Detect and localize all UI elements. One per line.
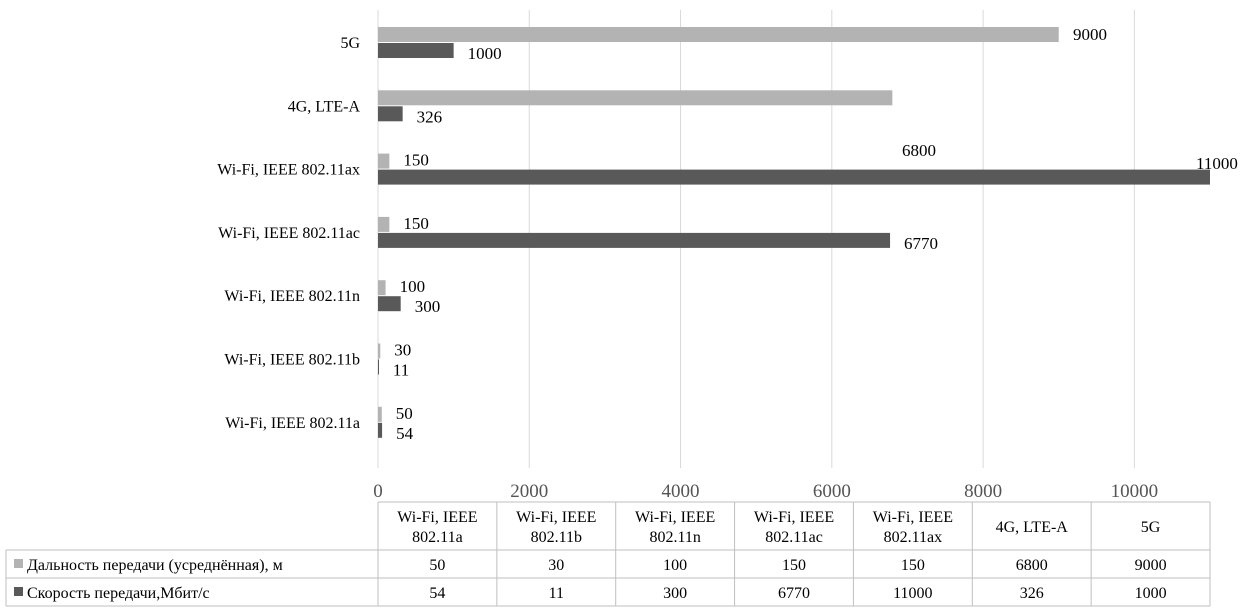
data-label-speed: 11000 — [1196, 154, 1238, 173]
x-tick-label: 10000 — [1111, 481, 1159, 502]
table-cell: 100 — [663, 557, 687, 574]
legend-key — [14, 559, 23, 568]
legend-label: Скорость передачи,Мбит/с — [27, 585, 210, 602]
category-label: Wi-Fi, IEEE 802.11n — [224, 288, 360, 305]
bar-range — [378, 90, 893, 106]
legend-label: Дальность передачи (усреднённая), м — [27, 557, 283, 574]
category-label: Wi-Fi, IEEE 802.11ax — [217, 162, 360, 179]
table-header: Wi-Fi, IEEE — [635, 509, 715, 526]
table-header: 802.11ax — [884, 529, 943, 546]
data-label-range: 150 — [403, 151, 429, 170]
table-header: 802.11n — [649, 529, 700, 546]
bar-speed — [378, 359, 379, 375]
category-label: Wi-Fi, IEEE 802.11ac — [218, 225, 360, 242]
table-cell: 11000 — [893, 585, 932, 602]
x-axis-ticks: 0 2000 4000 6000 8000 10000 — [373, 481, 1158, 502]
x-tick-label: 2000 — [510, 481, 548, 502]
data-label-range: 150 — [403, 214, 429, 233]
table-cell: 54 — [429, 585, 445, 602]
category-label: Wi-Fi, IEEE 802.11a — [225, 415, 360, 432]
data-label-speed: 54 — [396, 424, 414, 443]
data-label-speed: 326 — [417, 107, 443, 126]
table-cell: 300 — [663, 585, 687, 602]
table-cell: 1000 — [1135, 585, 1167, 602]
table-cell: 150 — [782, 557, 806, 574]
data-label-speed: 11 — [393, 361, 409, 380]
legend-key — [14, 587, 23, 596]
bar-range — [378, 27, 1059, 42]
table-header: 802.11b — [531, 529, 582, 546]
data-table: Wi-Fi, IEEE 802.11a Wi-Fi, IEEE 802.11b Wi-F… — [5, 501, 1211, 607]
table-header: 5G — [1141, 519, 1161, 536]
category-label: 4G, LTE-A — [288, 98, 361, 115]
table-cell: 9000 — [1135, 557, 1167, 574]
data-label-speed: 1000 — [468, 44, 502, 63]
bar-speed — [378, 106, 403, 122]
table-cell: 11 — [549, 585, 564, 602]
category-label: 5G — [340, 35, 360, 52]
data-label-range: 6800 — [902, 141, 936, 160]
bars — [378, 27, 1210, 438]
data-label-speed: 6770 — [904, 234, 938, 253]
bar-speed — [378, 422, 383, 438]
data-label-range: 9000 — [1073, 25, 1107, 44]
data-label-range: 30 — [394, 341, 411, 360]
table-cell: 326 — [1020, 585, 1044, 602]
bar-speed — [378, 232, 891, 248]
bar-range — [378, 406, 382, 422]
category-labels: Wi-Fi, IEEE 802.11a Wi-Fi, IEEE 802.11b Wi… — [217, 35, 360, 432]
table-cell: 6770 — [778, 585, 810, 602]
data-label-range: 100 — [400, 277, 426, 296]
table-cell: 50 — [429, 557, 445, 574]
bar-range — [378, 280, 386, 296]
table-header: Wi-Fi, IEEE — [397, 509, 477, 526]
bar-range — [378, 216, 390, 232]
data-label-speed: 300 — [415, 297, 441, 316]
bar-range — [378, 153, 390, 169]
x-tick-label: 8000 — [964, 481, 1002, 502]
table-cell: 150 — [901, 557, 925, 574]
bar-range — [378, 343, 381, 359]
category-label: Wi-Fi, IEEE 802.11b — [224, 352, 360, 369]
table-header: 802.11a — [412, 529, 463, 546]
table-cell: 6800 — [1016, 557, 1048, 574]
table-header: 802.11ac — [765, 529, 823, 546]
x-tick-label: 0 — [373, 481, 383, 502]
bar-speed — [378, 296, 401, 312]
bar-speed — [378, 43, 454, 58]
table-header: Wi-Fi, IEEE — [754, 509, 834, 526]
data-label-range: 50 — [396, 404, 413, 423]
bar-speed — [378, 169, 1210, 185]
table-header: Wi-Fi, IEEE — [873, 509, 953, 526]
x-tick-label: 4000 — [662, 481, 700, 502]
table-header: Wi-Fi, IEEE — [516, 509, 596, 526]
x-tick-label: 6000 — [813, 481, 851, 502]
table-header: 4G, LTE-A — [996, 519, 1069, 536]
table-cell: 30 — [548, 557, 564, 574]
